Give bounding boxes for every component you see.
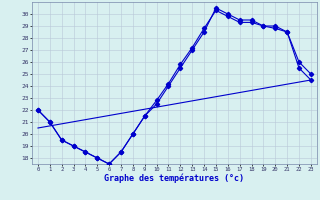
X-axis label: Graphe des températures (°c): Graphe des températures (°c) bbox=[104, 173, 244, 183]
